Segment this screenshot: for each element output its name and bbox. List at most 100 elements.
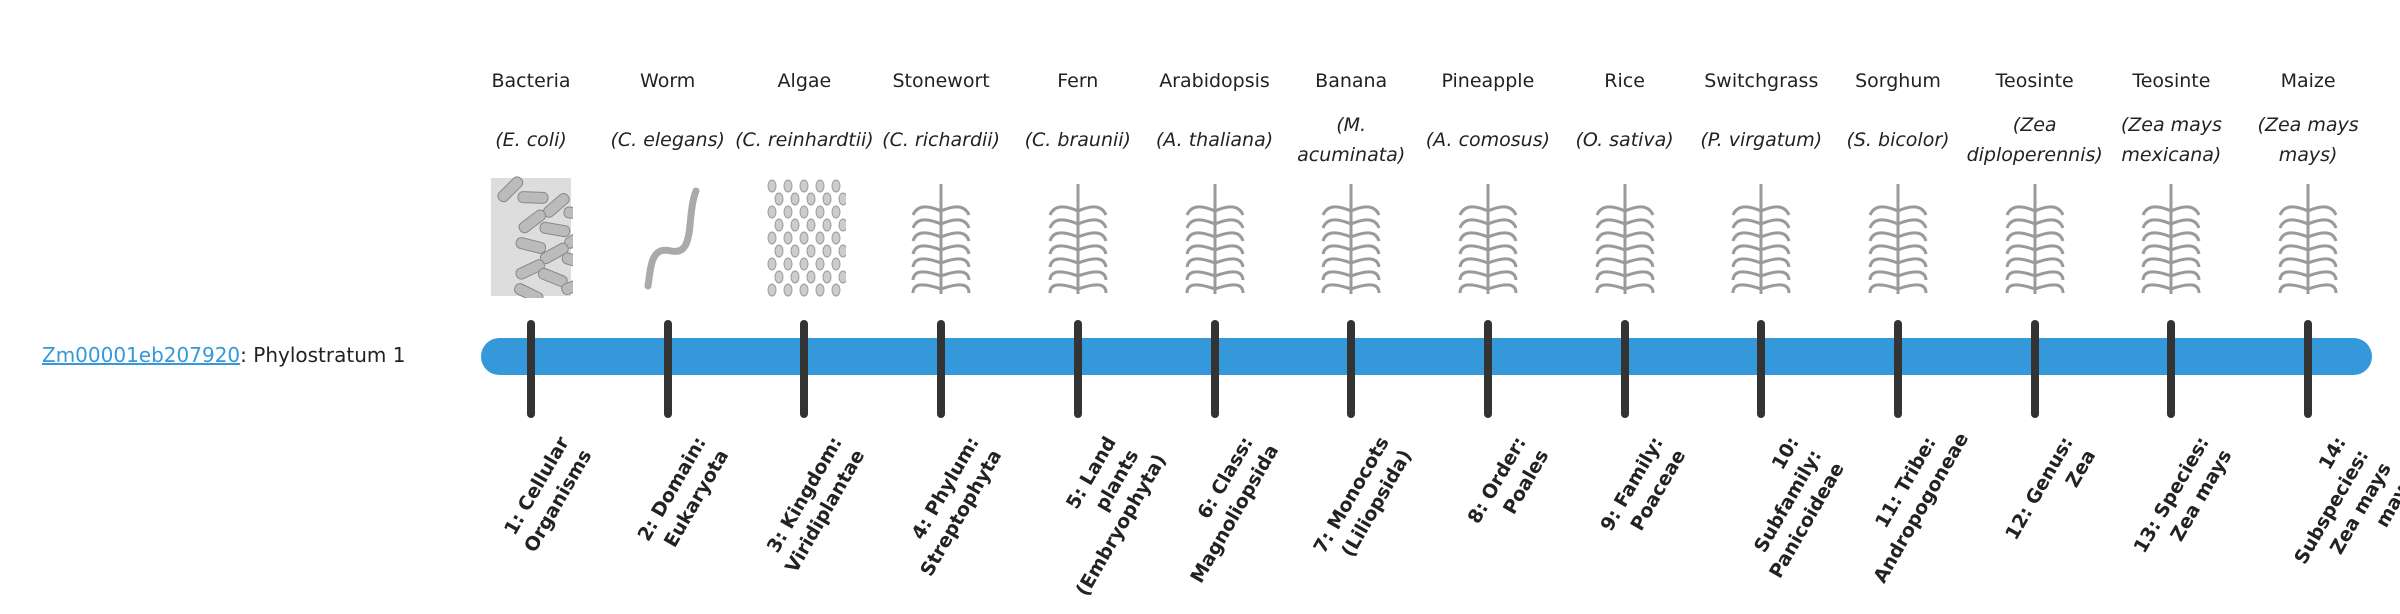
taxon-latin-name: (Zea mays mexicana): [2101, 108, 2241, 172]
taxon-latin-text: (S. bicolor): [1846, 129, 1950, 151]
taxon-image: [1965, 176, 2105, 298]
fern-icon: [1036, 176, 1120, 298]
taxon-common-name: Sorghum: [1855, 70, 1941, 92]
taxon-latin-text: (A. thaliana): [1155, 129, 1274, 151]
taxon-latin-text: (C. richardii): [882, 129, 1000, 151]
taxon-image: [1145, 176, 1285, 298]
taxon-latin-text: (M. acuminata): [1297, 114, 1406, 166]
stratum-tick: [527, 320, 535, 418]
gene-id-link[interactable]: Zm00001eb207920: [42, 343, 241, 367]
phylostratum-label: 5: Land plants (Embryophyta): [1061, 433, 1171, 600]
taxon-latin-text: (C. reinhardtii): [735, 129, 874, 151]
phylostratum-label: 1: Cellular Organisms: [499, 433, 597, 557]
taxon-latin-text: (A. comosus): [1425, 129, 1551, 151]
stratum-tick: [1483, 320, 1492, 418]
gene-label: Zm00001eb207920: Phylostratum 1: [42, 340, 405, 370]
stratum-tick: [1757, 320, 1766, 418]
taxon-common-name: Bacteria: [491, 70, 571, 92]
taxon-latin-text: (P. virgatum): [1700, 129, 1823, 151]
stratum-tick: [1073, 320, 1082, 418]
stratum-tick: [2030, 320, 2039, 418]
taxon-common-name: Banana: [1315, 70, 1388, 92]
pineapple-icon: [1446, 176, 1530, 298]
taxon-image: [2101, 176, 2241, 298]
phylostratum-label: 9: Family: Poaceae: [1595, 433, 1690, 535]
taxon-latin-name: (O. sativa): [1555, 108, 1695, 172]
taxon-image: [2238, 176, 2378, 298]
taxon-common-name: Arabidopsis: [1159, 70, 1270, 92]
stratum-tick: [1620, 320, 1629, 418]
phylostratum-label: 11: Tribe: Andropogoneae: [1869, 428, 1974, 587]
taxon-common-name: Pineapple: [1441, 70, 1535, 92]
phylostratum-label: 6: Class: Magnoliopsida: [1185, 433, 1283, 587]
stratum-tick: [1347, 320, 1356, 418]
stratum-tick: [1894, 320, 1902, 418]
taxon-common-name: Worm: [640, 70, 696, 92]
taxon-latin-name: (C. richardii): [871, 108, 1011, 172]
taxon-latin-text: (E. coli): [495, 129, 567, 151]
phylostratum-label: 10: Subfamily: Panicoideae: [1750, 433, 1850, 582]
stratum-tick: [2167, 320, 2176, 418]
taxon-latin-name: (E. coli): [461, 108, 601, 172]
taxon-image: [1281, 176, 1421, 298]
taxon-common-name: Maize: [2280, 70, 2336, 92]
taxon-image: [1828, 176, 1968, 298]
stratum-tick: [1210, 320, 1219, 418]
taxon-latin-name: (P. virgatum): [1691, 108, 1831, 172]
taxon-image: [1691, 176, 1831, 298]
taxon-image: [734, 176, 874, 298]
phylostratum-label: 2: Domain: Eukaryota: [633, 433, 733, 552]
taxon-latin-name: (Zea diploperennis): [1965, 108, 2105, 172]
taxon-common-name: Fern: [1057, 70, 1099, 92]
algae-icon: [762, 176, 848, 298]
taxon-latin-text: (Zea mays mays): [2257, 114, 2359, 166]
stonewort-icon: [899, 176, 983, 298]
taxon-latin-name: (C. braunii): [1008, 108, 1148, 172]
phylostratum-label: 8: Order: Poales: [1463, 433, 1554, 528]
arabidopsis-icon: [1173, 176, 1257, 298]
taxon-latin-name: (C. elegans): [598, 108, 738, 172]
stratum-tick: [663, 320, 672, 418]
taxon-latin-text: (Zea diploperennis): [1966, 114, 2103, 166]
maize-icon: [2266, 176, 2350, 298]
taxon-latin-name: (A. comosus): [1418, 108, 1558, 172]
stratum-tick: [937, 320, 946, 418]
phylostratum-label: Phylostratum 1: [253, 343, 406, 367]
stratum-tick: [2304, 320, 2313, 418]
taxon-image: [598, 176, 738, 298]
taxon-common-name: Algae: [777, 70, 832, 92]
taxon-latin-text: (O. sativa): [1575, 129, 1674, 151]
taxon-common-name: Rice: [1604, 70, 1645, 92]
taxon-latin-name: (Zea mays mays): [2238, 108, 2378, 172]
taxon-latin-name: (M. acuminata): [1281, 108, 1421, 172]
taxon-image: [461, 176, 601, 304]
taxon-image: [871, 176, 1011, 298]
taxon-image: [1418, 176, 1558, 298]
worm-icon: [626, 176, 710, 298]
taxon-latin-text: (Zea mays mexicana): [2120, 114, 2222, 166]
stratum-tick: [800, 320, 809, 418]
phylostratum-label: 13: Species: Zea mays: [2129, 433, 2237, 557]
phylostratum-label: 7: Monocots (Liliopsida): [1309, 433, 1417, 561]
taxon-image: [1008, 176, 1148, 298]
taxon-common-name: Teosinte: [2132, 70, 2211, 92]
sorghum-icon: [1856, 176, 1940, 298]
phylostratum-timeline-bar: [481, 338, 2372, 375]
taxon-common-name: Teosinte: [1995, 70, 2074, 92]
phylostratum-label: 14: Subspecies: Zea mays mays: [2290, 433, 2400, 569]
teosinte-icon: [1993, 176, 2077, 298]
taxon-image: [1555, 176, 1695, 298]
taxon-common-name: Switchgrass: [1704, 70, 1819, 92]
rice-icon: [1583, 176, 1667, 298]
banana-icon: [1309, 176, 1393, 298]
phylostratum-label: 3: Kingdom: Viridiplantae: [763, 433, 870, 577]
taxon-latin-name: (C. reinhardtii): [734, 108, 874, 172]
teosinte-icon: [2129, 176, 2213, 298]
taxon-latin-text: (C. braunii): [1024, 129, 1131, 151]
phylostratum-label: 4: Phylum: Streptophyta: [907, 433, 1007, 581]
switchgrass-icon: [1719, 176, 1803, 298]
taxon-latin-text: (C. elegans): [610, 129, 725, 151]
bacteria-icon: [489, 176, 595, 304]
gene-separator: :: [240, 343, 254, 367]
taxon-common-name: Stonewort: [892, 70, 990, 92]
